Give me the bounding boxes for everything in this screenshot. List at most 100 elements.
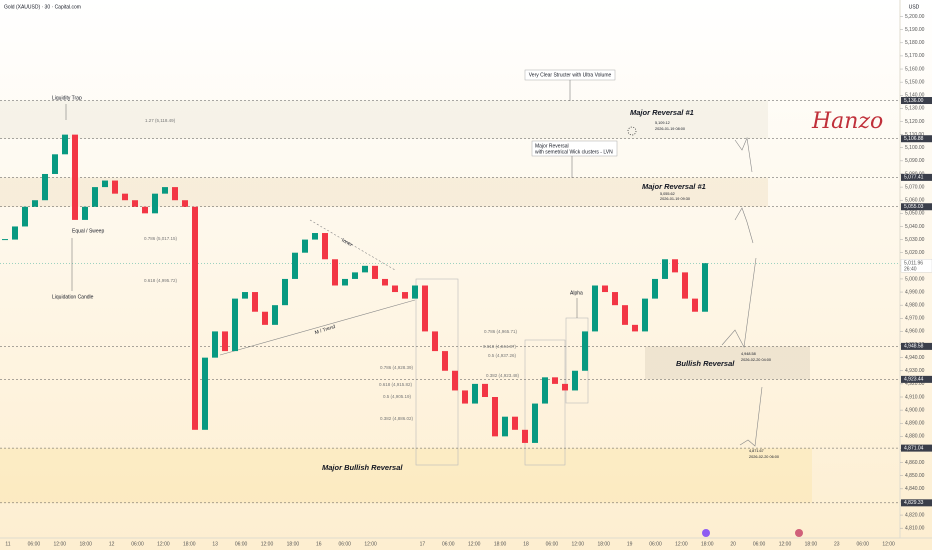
candle [132, 200, 138, 207]
zone [0, 448, 812, 503]
fib-label: 0.618 (4,915.82) [379, 382, 413, 387]
x-tick-label: 23 [834, 541, 840, 547]
candle [22, 206, 28, 227]
y-tick-label: 4,920.00 [905, 381, 925, 387]
candle [442, 351, 448, 371]
candle [592, 285, 598, 332]
y-tick-label: 5,200.00 [905, 14, 925, 20]
x-tick-label: 12:00 [261, 541, 274, 547]
x-tick-label: 18:00 [805, 541, 818, 547]
y-tick-label: 5,050.00 [905, 211, 925, 217]
annotation: Major Reversal #1 [630, 108, 694, 117]
candle [412, 285, 418, 299]
x-tick-label: 18:00 [183, 541, 196, 547]
x-tick-label: 12:00 [54, 541, 67, 547]
candle [172, 187, 178, 201]
fib-label: 0.618 (4,944.87) [483, 344, 517, 349]
y-tick-label: 5,170.00 [905, 53, 925, 59]
candle [482, 383, 488, 398]
annotation: Very Clear Structer with Ultra Volume [529, 72, 612, 78]
level-label: 4,923.44 [904, 377, 924, 383]
candle [82, 206, 88, 220]
fib-label: 0.786 (4,928.39) [380, 365, 414, 370]
candle [672, 259, 678, 273]
candle [272, 305, 278, 325]
x-tick-label: 12:00 [779, 541, 792, 547]
trend-line [219, 299, 416, 356]
countdown: 26:40 [904, 267, 917, 273]
candle [372, 265, 378, 279]
level-label: 5,106.88 [904, 136, 924, 142]
candle [202, 357, 208, 430]
annotation: with semetrical Wick clusters - LVN [535, 149, 613, 155]
annotation: Alpha [570, 290, 583, 296]
y-tick-label: 5,060.00 [905, 198, 925, 204]
x-tick-label: 12:00 [364, 541, 377, 547]
candle [342, 278, 348, 286]
y-tick-label: 5,130.00 [905, 106, 925, 112]
candle [242, 292, 248, 299]
y-tick-label: 5,090.00 [905, 158, 925, 164]
candle [612, 292, 618, 306]
y-tick-label: 5,070.00 [905, 184, 925, 190]
annotation: 5,109.12 [655, 121, 670, 125]
fib-label: 0.5 (4,937.26) [488, 353, 517, 358]
x-tick-label: 12:00 [675, 541, 688, 547]
level-label: 4,948.58 [904, 344, 924, 350]
event-icon[interactable] [702, 529, 710, 537]
candle [652, 278, 658, 299]
loading-icon [627, 126, 637, 136]
candle [352, 272, 358, 279]
annotation: Liquidation Candle [52, 294, 94, 300]
x-tick-label: 20 [730, 541, 736, 547]
x-tick-label: 12:00 [468, 541, 481, 547]
level-label: 5,055.03 [904, 204, 924, 210]
candle [142, 206, 148, 214]
candle [642, 298, 648, 332]
level-label: 4,871.04 [904, 445, 924, 451]
annotation: Hanzo [811, 109, 883, 134]
level-tag [901, 342, 932, 350]
x-tick-label: 06:00 [235, 541, 248, 547]
fib-label: 0.618 (4,995.72) [144, 278, 178, 283]
annotation: Inner [340, 238, 353, 249]
candle [332, 259, 338, 286]
projection [739, 386, 763, 447]
x-tick-label: 17 [420, 541, 426, 547]
candle [192, 206, 198, 430]
candle [322, 233, 328, 260]
y-tick-label: 4,910.00 [905, 394, 925, 400]
y-tick-label: 5,100.00 [905, 145, 925, 151]
note-box [531, 140, 618, 157]
level-tag [901, 97, 932, 105]
annotation: 5,055.62 [660, 192, 675, 196]
candle [212, 331, 218, 358]
annotation: Bullish Reversal [676, 359, 735, 368]
candle [662, 259, 668, 279]
x-tick-label: 18:00 [494, 541, 507, 547]
y-tick-label: 4,940.00 [905, 355, 925, 361]
candle [182, 200, 188, 207]
candle [302, 239, 308, 253]
fib-label: 0.5 (4,905.19) [383, 394, 412, 399]
candle [692, 298, 698, 312]
level-tag [901, 203, 932, 211]
level-label: 5,136.00 [904, 98, 924, 104]
y-tick-label: 4,970.00 [905, 316, 925, 322]
candle [312, 233, 318, 240]
x-tick-label: 19 [627, 541, 633, 547]
candle [102, 180, 108, 188]
annotation: Major Bullish Reversal [322, 463, 403, 472]
x-tick-label: 18 [523, 541, 529, 547]
level-label: 5,077.41 [904, 175, 924, 181]
candle [562, 383, 568, 391]
x-tick-label: 12:00 [157, 541, 170, 547]
fib-label: 0.786 (5,017.15) [144, 236, 178, 241]
annotation: Major Reversal [535, 143, 569, 149]
event-icon[interactable] [795, 529, 803, 537]
x-tick-label: 18:00 [597, 541, 610, 547]
candle [542, 377, 548, 404]
candle [122, 193, 128, 201]
